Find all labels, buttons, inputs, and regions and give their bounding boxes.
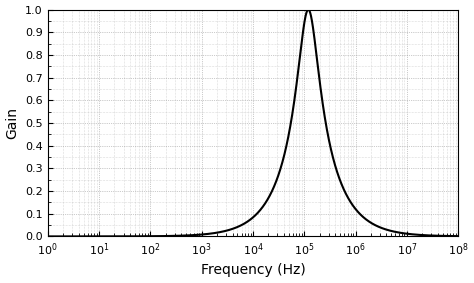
X-axis label: Frequency (Hz): Frequency (Hz) <box>201 263 305 277</box>
Y-axis label: Gain: Gain <box>6 107 19 139</box>
